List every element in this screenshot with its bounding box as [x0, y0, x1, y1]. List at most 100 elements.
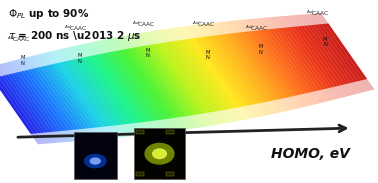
PathPatch shape — [91, 42, 158, 134]
PathPatch shape — [318, 13, 374, 90]
PathPatch shape — [130, 34, 199, 128]
PathPatch shape — [140, 32, 209, 127]
PathPatch shape — [265, 17, 327, 102]
PathPatch shape — [127, 35, 195, 129]
PathPatch shape — [213, 35, 263, 103]
PathPatch shape — [101, 40, 168, 132]
PathPatch shape — [50, 64, 97, 128]
PathPatch shape — [203, 37, 254, 105]
Text: $^{Ad}$CAAC: $^{Ad}$CAAC — [7, 35, 31, 44]
PathPatch shape — [5, 74, 48, 132]
PathPatch shape — [10, 61, 70, 142]
PathPatch shape — [147, 31, 215, 126]
PathPatch shape — [321, 24, 364, 81]
PathPatch shape — [120, 36, 189, 130]
PathPatch shape — [145, 45, 197, 115]
PathPatch shape — [167, 28, 235, 122]
PathPatch shape — [23, 57, 84, 141]
PathPatch shape — [73, 59, 122, 125]
PathPatch shape — [149, 44, 200, 114]
PathPatch shape — [26, 57, 88, 141]
PathPatch shape — [76, 58, 125, 125]
PathPatch shape — [34, 68, 80, 130]
PathPatch shape — [307, 25, 351, 84]
PathPatch shape — [233, 20, 298, 109]
PathPatch shape — [205, 23, 272, 115]
PathPatch shape — [300, 14, 358, 94]
PathPatch shape — [47, 65, 94, 128]
PathPatch shape — [81, 44, 147, 135]
PathPatch shape — [325, 23, 367, 80]
PathPatch shape — [162, 42, 214, 112]
PathPatch shape — [286, 16, 346, 98]
PathPatch shape — [104, 39, 171, 132]
PathPatch shape — [17, 59, 77, 141]
PathPatch shape — [157, 30, 226, 124]
PathPatch shape — [79, 58, 129, 124]
PathPatch shape — [169, 41, 220, 111]
PathPatch shape — [96, 54, 146, 122]
PathPatch shape — [11, 73, 55, 132]
PathPatch shape — [125, 49, 177, 118]
PathPatch shape — [304, 25, 348, 84]
PathPatch shape — [208, 23, 275, 114]
PathPatch shape — [275, 16, 336, 100]
PathPatch shape — [261, 18, 324, 103]
PathPatch shape — [279, 16, 339, 99]
PathPatch shape — [94, 41, 161, 133]
Text: M
N: M N — [20, 55, 25, 66]
PathPatch shape — [0, 76, 41, 133]
PathPatch shape — [220, 34, 270, 102]
PathPatch shape — [71, 46, 137, 136]
PathPatch shape — [13, 60, 73, 142]
PathPatch shape — [243, 19, 307, 107]
PathPatch shape — [135, 47, 187, 117]
PathPatch shape — [0, 64, 56, 143]
PathPatch shape — [184, 26, 252, 119]
PathPatch shape — [29, 56, 91, 140]
PathPatch shape — [139, 46, 190, 116]
PathPatch shape — [226, 21, 291, 111]
Text: $\tau$ = 200 ns \u2013 2 $\mu$s: $\tau$ = 200 ns \u2013 2 $\mu$s — [8, 29, 141, 43]
Text: $\Phi_{PL}$ up to 90%: $\Phi_{PL}$ up to 90% — [8, 7, 89, 21]
Bar — [136, 130, 144, 134]
PathPatch shape — [45, 52, 109, 139]
PathPatch shape — [109, 52, 160, 120]
PathPatch shape — [110, 38, 178, 131]
PathPatch shape — [0, 77, 38, 134]
PathPatch shape — [133, 33, 202, 128]
PathPatch shape — [289, 15, 349, 97]
PathPatch shape — [268, 17, 330, 102]
PathPatch shape — [254, 18, 317, 105]
PathPatch shape — [311, 25, 354, 83]
PathPatch shape — [56, 63, 104, 127]
PathPatch shape — [68, 47, 133, 136]
PathPatch shape — [0, 78, 34, 134]
PathPatch shape — [63, 61, 111, 126]
PathPatch shape — [240, 20, 304, 108]
PathPatch shape — [150, 31, 219, 125]
PathPatch shape — [0, 66, 45, 144]
PathPatch shape — [14, 72, 59, 132]
PathPatch shape — [0, 65, 52, 143]
Bar — [134, 128, 185, 179]
PathPatch shape — [269, 29, 316, 92]
PathPatch shape — [0, 66, 48, 144]
PathPatch shape — [8, 74, 52, 132]
PathPatch shape — [293, 27, 338, 87]
PathPatch shape — [219, 22, 285, 112]
PathPatch shape — [155, 43, 207, 113]
PathPatch shape — [206, 36, 257, 104]
PathPatch shape — [7, 61, 66, 142]
PathPatch shape — [198, 24, 265, 116]
PathPatch shape — [119, 50, 170, 119]
PathPatch shape — [60, 62, 108, 127]
PathPatch shape — [293, 15, 352, 96]
PathPatch shape — [224, 34, 273, 101]
PathPatch shape — [39, 53, 102, 139]
Text: $^{Ad}$CAAC: $^{Ad}$CAAC — [306, 9, 329, 18]
PathPatch shape — [66, 60, 115, 126]
PathPatch shape — [61, 48, 126, 137]
Text: HOMO, eV: HOMO, eV — [271, 147, 349, 161]
PathPatch shape — [231, 33, 280, 100]
